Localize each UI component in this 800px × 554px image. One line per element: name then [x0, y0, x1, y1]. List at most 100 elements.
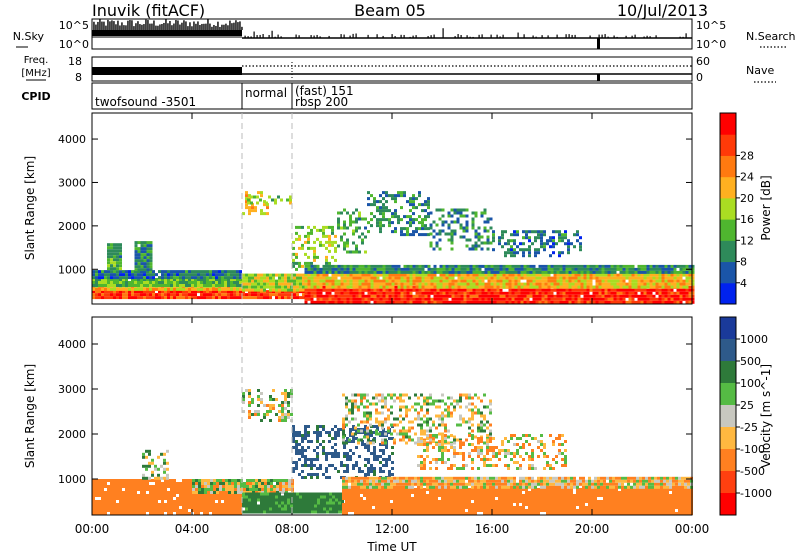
power-cell	[365, 286, 368, 289]
power-cell	[377, 295, 380, 298]
power-cell	[308, 283, 311, 286]
power-cell	[358, 251, 361, 254]
vel-cell	[248, 493, 251, 496]
power-cell	[572, 274, 575, 277]
power-cell	[620, 268, 623, 271]
power-cell	[650, 265, 653, 268]
power-cell	[605, 286, 608, 289]
power-cell	[98, 296, 101, 299]
vel-cell	[237, 488, 240, 491]
power-cell	[260, 283, 263, 286]
vel-cell	[345, 400, 348, 403]
vel-cell	[254, 493, 257, 496]
power-cell	[470, 301, 473, 304]
vel-cell	[314, 505, 317, 508]
vel-cell	[146, 497, 149, 500]
power-cell	[515, 295, 518, 298]
power-cell	[152, 284, 155, 287]
power-cell	[677, 286, 680, 289]
power-cell	[509, 283, 512, 286]
power-cell	[356, 268, 359, 271]
power-cell	[278, 286, 281, 289]
power-cell	[135, 253, 138, 256]
sky-left-label: N.Sky	[13, 30, 45, 43]
vel-cell	[338, 508, 341, 511]
power-cell	[406, 215, 409, 218]
power-cell	[451, 230, 454, 233]
power-cell	[409, 200, 412, 203]
power-cell	[476, 280, 479, 283]
power-cell	[382, 215, 385, 218]
power-cell	[325, 235, 328, 238]
power-cell	[392, 292, 395, 295]
power-cell	[638, 274, 641, 277]
power-cell	[428, 286, 431, 289]
vel-cell	[314, 499, 317, 502]
freq-label-line2: [MHz]	[21, 68, 50, 79]
power-cell	[569, 274, 572, 277]
power-cell	[494, 268, 497, 271]
power-cell	[349, 215, 352, 218]
vel-cell	[276, 479, 279, 482]
power-cell	[425, 298, 428, 301]
power-cell	[455, 301, 458, 304]
vel-cell	[308, 508, 311, 511]
power-cell	[379, 221, 382, 224]
power-cell	[298, 235, 301, 238]
power-cell	[182, 273, 185, 276]
power-cell	[304, 253, 307, 256]
power-cell	[263, 289, 266, 292]
power-cell	[125, 293, 128, 296]
power-cell	[545, 274, 548, 277]
power-cell	[614, 280, 617, 283]
power-cell	[122, 281, 125, 284]
vel-cell	[167, 485, 170, 488]
power-cell	[617, 289, 620, 292]
power-cell	[506, 301, 509, 304]
vel-cell	[281, 499, 284, 502]
power-cell	[662, 292, 665, 295]
vel-cell	[252, 482, 255, 485]
power-cell	[561, 236, 564, 239]
vel-cell	[134, 479, 137, 482]
power-cell	[365, 280, 368, 283]
power-cell	[632, 280, 635, 283]
power-cell	[119, 252, 122, 255]
power-cell	[638, 289, 641, 292]
vel-cell	[281, 502, 284, 505]
vel-cell	[215, 494, 218, 497]
power-cell	[487, 230, 490, 233]
vel-cell	[402, 400, 405, 403]
power-cell	[155, 296, 158, 299]
sky-spike	[221, 25, 222, 30]
power-cell	[457, 221, 460, 224]
vel-cell	[372, 403, 375, 406]
vel-cell	[116, 488, 119, 491]
vel-cell	[332, 508, 335, 511]
power-cell	[533, 289, 536, 292]
power-cell	[311, 271, 314, 274]
power-cell	[674, 265, 677, 268]
power-cell	[260, 293, 263, 296]
vel-cell	[230, 503, 233, 506]
vel-cell	[423, 433, 426, 436]
power-cell	[296, 277, 299, 280]
vel-cell	[295, 467, 298, 470]
power-cell	[356, 274, 359, 277]
power-cell	[362, 277, 365, 280]
vel-cell	[296, 493, 299, 496]
power-cell	[668, 265, 671, 268]
power-cell	[341, 274, 344, 277]
power-cell	[307, 235, 310, 238]
power-cell	[487, 242, 490, 245]
power-cell	[548, 301, 551, 304]
power-cell	[671, 286, 674, 289]
power-cell	[617, 292, 620, 295]
vel-cell	[346, 467, 349, 470]
power-cell	[452, 301, 455, 304]
vel-cell	[275, 502, 278, 505]
power-cell	[394, 215, 397, 218]
power-cell	[463, 230, 466, 233]
vel-cell	[301, 455, 304, 458]
vel-cell	[385, 446, 388, 449]
